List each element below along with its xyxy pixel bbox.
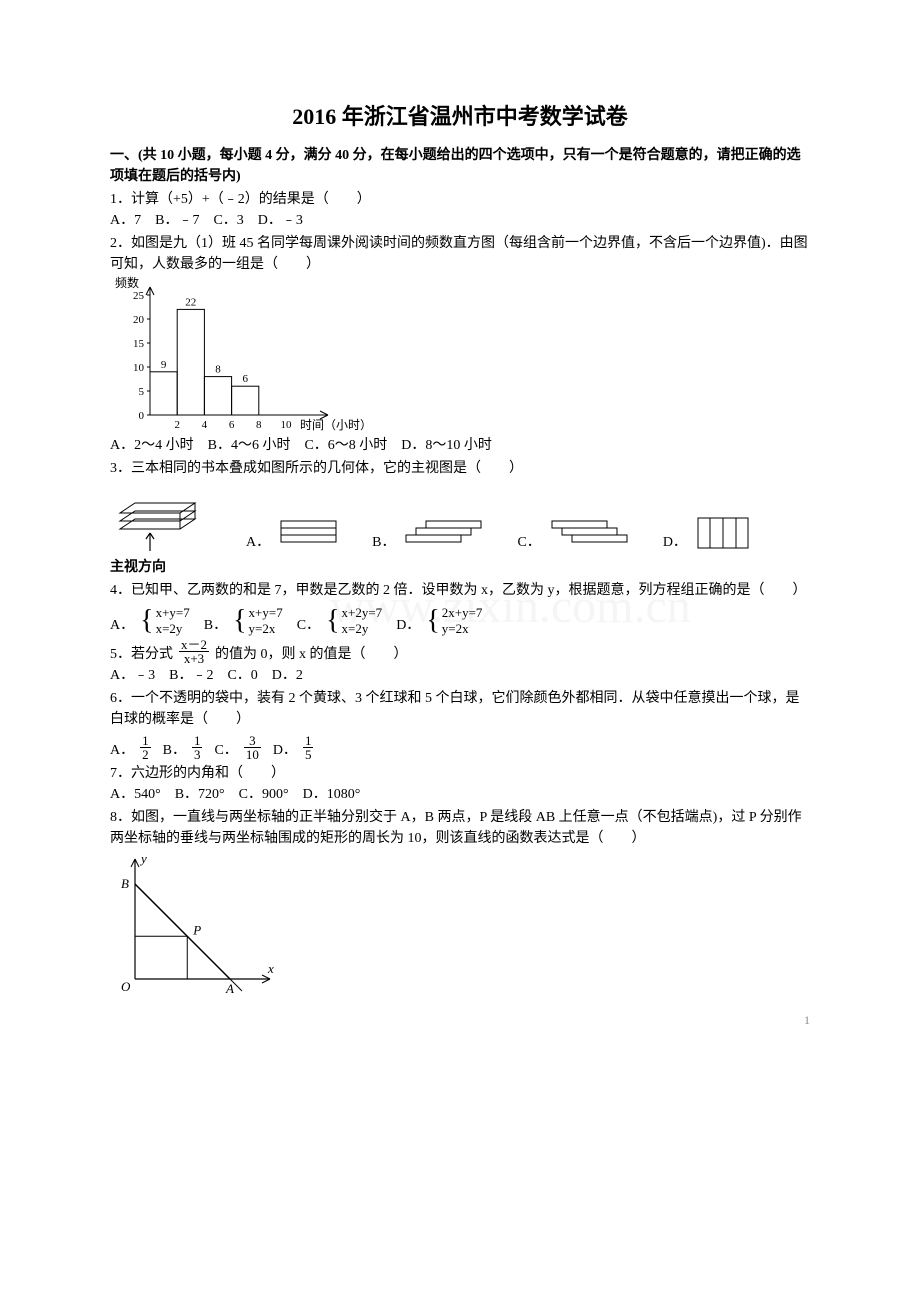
svg-text:A: A [225,981,234,996]
q3-main-label: 主视方向 [110,557,810,578]
svg-text:8: 8 [215,364,221,376]
question-5: 5．若分式 x－2 x+3 的值为 0，则 x 的值是（ ） A．﹣3 B．﹣2… [110,638,810,686]
q4-labB: B． [204,615,227,636]
svg-text:6: 6 [229,419,235,431]
q2-stem: 2．如图是九（1）班 45 名同学每周课外阅读时间的频数直方图（每组含前一个边界… [110,233,810,275]
q4-sysA: { x+y=7x=2y [140,605,190,636]
q5-stem-post: 的值为 0，则 x 的值是（ ） [215,644,408,665]
svg-text:5: 5 [139,386,145,398]
svg-text:y: y [139,851,147,866]
q5-fraction: x－2 x+3 [179,638,209,665]
q3-optD-label: D． [663,532,687,553]
q6-stem: 6．一个不透明的袋中，装有 2 个黄球、3 个红球和 5 个白球，它们除颜色外都… [110,688,810,730]
q2-chart: 频数 0 5 10 15 20 25 2 4 6 8 10 时间（小时） 9 22 8 6 [110,275,810,435]
q1-stem: 1．计算（+5）+（﹣2）的结果是（ ） [110,189,810,210]
svg-text:4: 4 [202,419,208,431]
q8-stem: 8．如图，一直线与两坐标轴的正半轴分别交于 A，B 两点，P 是线段 AB 上任… [110,807,810,849]
q3-optB-figure [401,513,491,553]
section-heading: 一、(共 10 小题，每小题 4 分，满分 40 分，在每小题给出的四个选项中，… [110,145,810,187]
q6-labD: D． [273,740,297,761]
svg-text:2: 2 [174,419,180,431]
q6-fracD: 15 [303,734,314,761]
q4-labA: A． [110,615,134,636]
svg-text:10: 10 [133,362,145,374]
q5-options: A．﹣3 B．﹣2 C．0 D．2 [110,665,810,686]
svg-text:6: 6 [242,373,248,385]
q4-labD: D． [396,615,420,636]
svg-text:O: O [121,979,131,994]
q3-stem: 3．三本相同的书本叠成如图所示的几何体，它的主视图是（ ） [110,458,810,479]
question-3: 3．三本相同的书本叠成如图所示的几何体，它的主视图是（ ） A． [110,458,810,578]
svg-text:20: 20 [133,314,145,326]
q3-main-figure [110,483,210,553]
q4-sysC: { x+2y=7x=2y [326,605,382,636]
q7-options: A．540° B．720° C．900° D．1080° [110,784,810,805]
q3-optB-label: B． [372,532,395,553]
q4-sysD: { 2x+y=7y=2x [426,605,482,636]
svg-text:B: B [121,876,129,891]
question-2: 2．如图是九（1）班 45 名同学每周课外阅读时间的频数直方图（每组含前一个边界… [110,233,810,456]
svg-text:8: 8 [256,419,262,431]
q4-sysB: { x+y=7y=2x [233,605,283,636]
svg-text:0: 0 [139,410,145,422]
q3-optC-label: C． [517,532,540,553]
q6-labC: C． [214,740,237,761]
q7-stem: 7．六边形的内角和（ ） [110,763,810,784]
q6-fracA: 12 [140,734,151,761]
question-1: 1．计算（+5）+（﹣2）的结果是（ ） A．7 B．﹣7 C．3 D．﹣3 [110,189,810,231]
svg-text:10: 10 [281,419,293,431]
page-title: 2016 年浙江省温州市中考数学试卷 [110,100,810,133]
question-7: 7．六边形的内角和（ ） A．540° B．720° C．900° D．1080… [110,763,810,805]
svg-text:P: P [192,922,201,937]
q8-figure: y x O B A P [110,849,810,999]
svg-text:频数: 频数 [115,275,139,290]
q3-optA-label: A． [246,532,270,553]
svg-text:x: x [267,961,274,976]
svg-text:22: 22 [185,296,196,308]
question-4: 4．已知甲、乙两数的和是 7，甲数是乙数的 2 倍．设甲数为 x，乙数为 y，根… [110,580,810,636]
q3-optD-figure [693,513,753,553]
q3-optC-figure [547,513,637,553]
svg-text:时间（小时）: 时间（小时） [300,418,370,432]
q6-fracC: 310 [244,734,261,761]
q5-stem-pre: 5．若分式 [110,644,173,665]
svg-text:25: 25 [133,290,145,302]
q4-labC: C． [297,615,320,636]
q6-labA: A． [110,740,134,761]
page-number: 1 [804,1011,810,1029]
svg-text:9: 9 [161,359,167,371]
q6-labB: B． [163,740,186,761]
q2-options: A．2～4 小时 B．4～6 小时 C．6～8 小时 D．8～10 小时 [110,435,810,456]
question-8: 8．如图，一直线与两坐标轴的正半轴分别交于 A，B 两点，P 是线段 AB 上任… [110,807,810,999]
q1-options: A．7 B．﹣7 C．3 D．﹣3 [110,210,810,231]
q6-fracB: 13 [192,734,203,761]
q3-optA-figure [276,513,346,553]
q4-stem: 4．已知甲、乙两数的和是 7，甲数是乙数的 2 倍．设甲数为 x，乙数为 y，根… [110,580,810,601]
svg-text:15: 15 [133,338,145,350]
question-6: 6．一个不透明的袋中，装有 2 个黄球、3 个红球和 5 个白球，它们除颜色外都… [110,688,810,761]
